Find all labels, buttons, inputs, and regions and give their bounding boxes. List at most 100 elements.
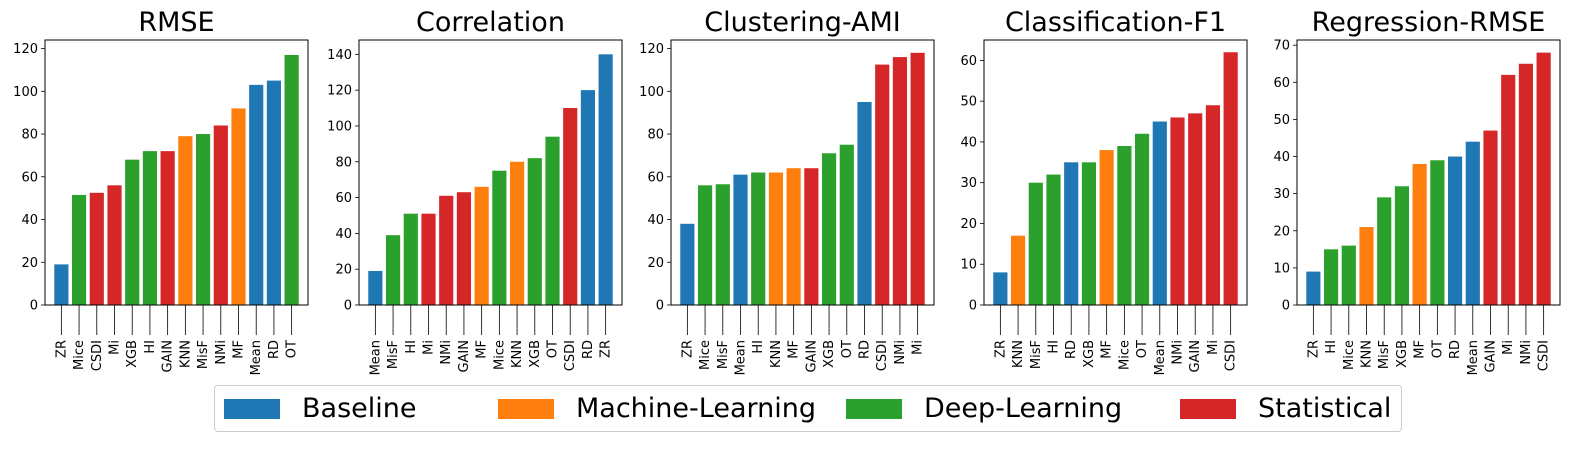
- x-tick-label: Mean: [1466, 340, 1481, 375]
- legend-label-statistical: Statistical: [1258, 393, 1392, 424]
- x-tick-label: GAIN: [1484, 340, 1499, 373]
- bar-rd: [1447, 156, 1463, 305]
- x-tick-label: MF: [787, 340, 802, 359]
- bar-mf: [1412, 163, 1427, 305]
- x-tick-label: CSDI: [1537, 340, 1552, 371]
- x-tick-label: ZR: [680, 340, 695, 358]
- x-tick-label: Mean: [1153, 340, 1168, 375]
- x-tick-label: Mice: [1117, 340, 1132, 370]
- bar-misf: [715, 184, 730, 305]
- x-tick-label: GAIN: [161, 340, 176, 373]
- x-tick-label: Mi: [422, 340, 437, 355]
- bar-gain: [804, 168, 819, 305]
- x-tick-label: MF: [1413, 340, 1428, 359]
- y-tick-label: 70: [1273, 39, 1290, 54]
- bar-knn: [509, 161, 525, 305]
- chart-rmse: RMSE ZR Mice CSDI Mi XGB HI GAIN KNN MisF NMi MF Mea…: [13, 7, 309, 375]
- bar-mice: [1117, 146, 1132, 305]
- bar-mi: [910, 52, 925, 305]
- x-tick-label: MisF: [1029, 340, 1044, 369]
- y-tick-label: 120: [639, 42, 664, 57]
- y-tick-label: 60: [335, 191, 352, 206]
- bar-rd: [1064, 162, 1079, 305]
- legend: Baseline Machine-Learning Deep-Learning …: [214, 385, 1402, 432]
- y-tick-label: 0: [656, 299, 664, 314]
- x-tick-label: HI: [751, 340, 766, 354]
- x-tick-label: NMi: [893, 340, 908, 365]
- y-tick-label: 40: [335, 227, 352, 242]
- bar-mf: [474, 186, 489, 305]
- bar-xgb: [125, 159, 140, 305]
- bar-ot: [1430, 160, 1445, 305]
- x-tick-label: Mi: [1206, 340, 1221, 355]
- bar-rd: [857, 101, 872, 306]
- x-tick-label: XGB: [528, 340, 543, 368]
- bar-misf: [385, 235, 401, 305]
- x-tick-label: NMi: [1171, 340, 1186, 365]
- bar-gain: [160, 151, 175, 305]
- x-tick-label: KNN: [178, 340, 193, 368]
- chart-title: Clustering-AMI: [704, 7, 900, 38]
- bar-hi: [1323, 249, 1339, 305]
- x-tick-label: MisF: [1377, 340, 1392, 369]
- x-tick-label: KNN: [1360, 340, 1375, 368]
- bar-gain: [1483, 130, 1498, 305]
- bar-misf: [1377, 197, 1392, 305]
- bar-mean: [1465, 141, 1480, 305]
- x-tick-label: Mice: [72, 340, 87, 370]
- y-tick-label: 80: [335, 155, 352, 170]
- y-tick-label: 20: [335, 263, 352, 278]
- bar-mf: [1099, 150, 1114, 305]
- legend-swatch-machine-learning: [498, 398, 554, 419]
- x-tick-label: NMi: [1519, 340, 1534, 365]
- x-tick-label: ZR: [599, 340, 614, 358]
- bar-csdi: [1536, 52, 1551, 305]
- bar-nmi: [1170, 117, 1185, 305]
- bar-mean: [1152, 121, 1167, 306]
- x-tick-label: XGB: [1395, 340, 1410, 368]
- bar-csdi: [89, 192, 104, 305]
- x-tick-label: RD: [267, 340, 282, 359]
- legend-item-baseline: Baseline: [224, 386, 416, 431]
- y-tick-label: 40: [960, 135, 977, 150]
- x-tick-label: MisF: [386, 340, 401, 369]
- legend-label-machine-learning: Machine-Learning: [576, 393, 816, 424]
- bar-knn: [1010, 235, 1026, 305]
- legend-item-statistical: Statistical: [1180, 386, 1391, 431]
- legend-item-deep-learning: Deep-Learning: [846, 386, 1122, 431]
- bar-hi: [751, 172, 766, 305]
- axes-frame: [1296, 39, 1561, 306]
- y-tick-label: 20: [21, 256, 38, 271]
- x-tick-label: OT: [840, 340, 855, 358]
- y-tick-label: 20: [960, 217, 977, 232]
- x-tick-label: MF: [475, 340, 490, 359]
- x-tick-label: RD: [858, 340, 873, 359]
- x-tick-label: HI: [143, 340, 158, 354]
- bar-knn: [1359, 227, 1374, 305]
- x-tick-label: CSDI: [875, 340, 890, 371]
- bar-knn: [178, 136, 193, 305]
- x-tick-label: XGB: [125, 340, 140, 368]
- x-tick-label: KNN: [510, 340, 525, 368]
- bar-mi: [1205, 105, 1221, 305]
- x-tick-label: Mi: [108, 340, 123, 355]
- x-tick-label: RD: [1064, 340, 1079, 359]
- axes-frame: [358, 39, 623, 306]
- y-tick-label: 100: [639, 85, 664, 100]
- y-tick-label: 60: [21, 170, 38, 185]
- chart-clustering-ami: Clustering-AMI ZR Mice MisF Mean HI KNN MF GAIN X…: [639, 7, 935, 375]
- x-tick-label: MF: [232, 340, 247, 359]
- bar-mi: [1501, 74, 1516, 305]
- x-tick-label: ZR: [1306, 340, 1321, 358]
- x-tick-label: Mi: [1501, 340, 1516, 355]
- x-tick-label: XGB: [1082, 340, 1097, 368]
- bar-ot: [1134, 133, 1150, 305]
- bar-xgb: [1081, 162, 1097, 305]
- bar-mice: [1341, 245, 1356, 305]
- x-tick-label: Mean: [249, 340, 264, 375]
- y-tick-label: 60: [960, 54, 977, 69]
- legend-swatch-statistical: [1180, 398, 1236, 419]
- x-tick-label: Mean: [734, 340, 749, 375]
- x-tick-label: Mice: [1342, 340, 1357, 370]
- bar-zr: [1306, 271, 1321, 305]
